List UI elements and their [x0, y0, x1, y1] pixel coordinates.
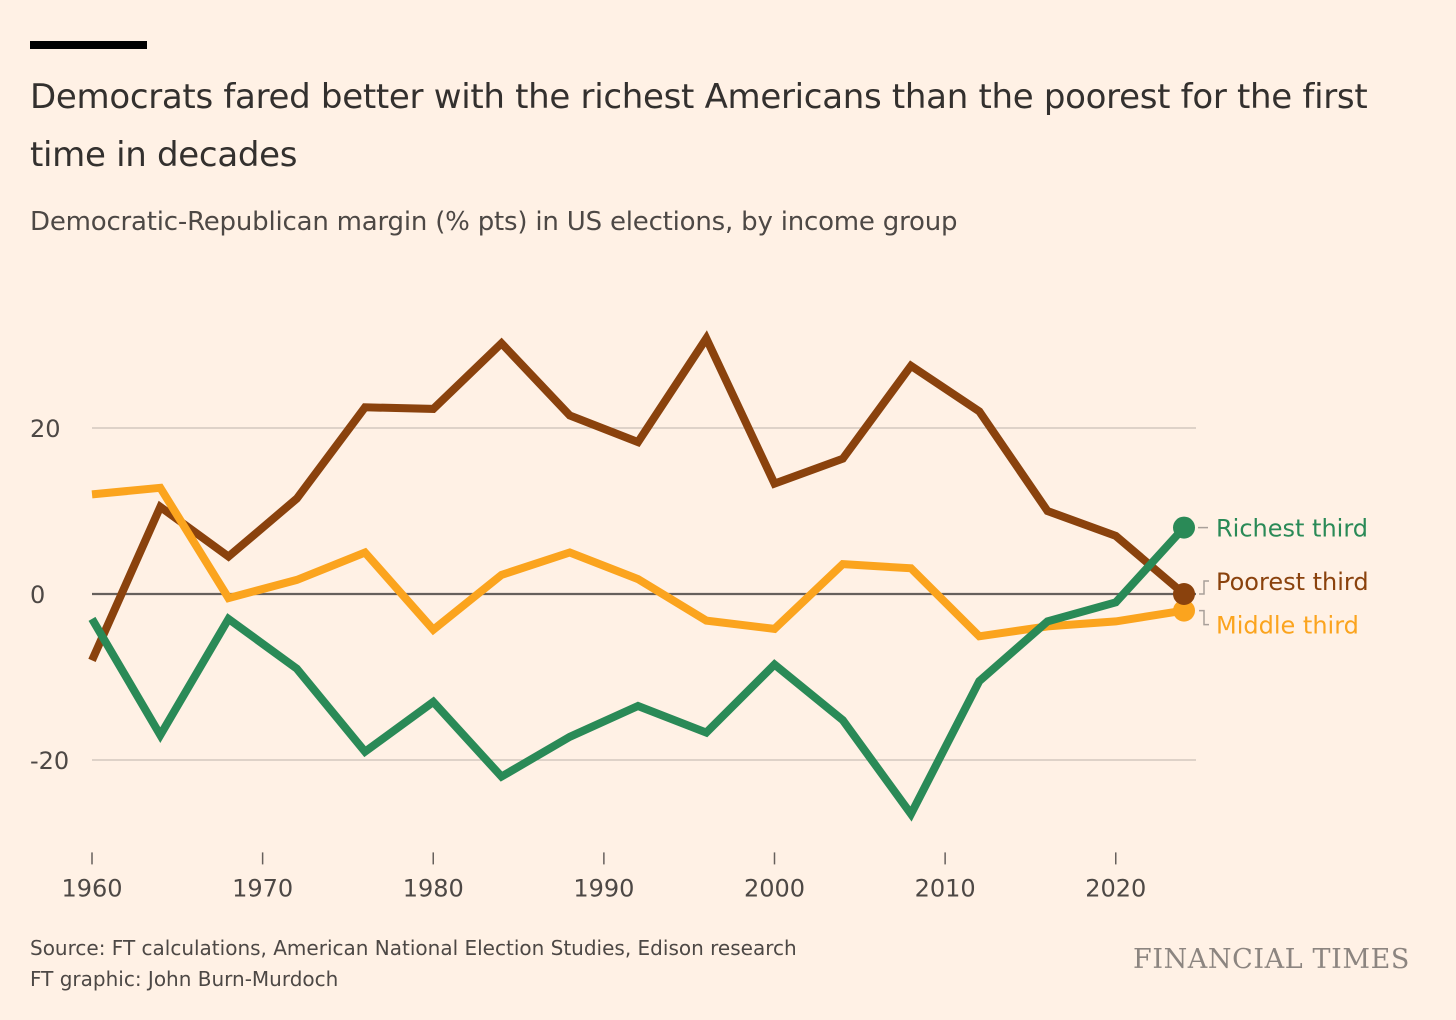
richest-third-label: Richest third	[1216, 515, 1368, 543]
richest-third-end-marker	[1173, 516, 1195, 539]
poorest-third-end-marker	[1173, 583, 1195, 605]
middle-third-line	[91, 483, 1185, 641]
chart-subtitle: Democratic-Republican margin (% pts) in …	[30, 207, 958, 237]
middle-third-label: Middle third	[1216, 612, 1359, 640]
middle-third-end-marker	[1173, 599, 1195, 622]
poorest-third-label-connector	[1199, 580, 1209, 595]
poorest-third-label: Poorest third	[1216, 568, 1369, 596]
y-tick-label-20: 20	[30, 415, 61, 443]
line-chart: 20 0 -20 1960 1970 1980 1990 2000 2010 2020 Poore…	[30, 330, 1369, 902]
source-note: Source: FT calculations, American Nation…	[30, 936, 797, 960]
y-tick-label--20: -20	[30, 747, 69, 775]
x-tick-label-2010: 2010	[915, 874, 976, 902]
series-lines	[88, 330, 1195, 822]
middle-third-label-connector	[1199, 609, 1209, 626]
x-tick-label-2020: 2020	[1085, 874, 1146, 902]
richest-third-line	[88, 524, 1187, 822]
x-tick-label-1970: 1970	[232, 874, 293, 902]
axes: 20 0 -20 1960 1970 1980 1990 2000 2010 2020	[30, 415, 1146, 902]
x-tick-label-2000: 2000	[744, 874, 805, 902]
end-labels: Poorest third Middle third Richest third	[1198, 515, 1369, 640]
x-tick-label-1990: 1990	[573, 874, 634, 902]
x-tick-label-1980: 1980	[403, 874, 464, 902]
chart-title: Democrats fared better with the richest …	[30, 77, 1368, 175]
financial-times-logo: FINANCIAL TIMES	[1132, 944, 1410, 975]
x-tick-label-1960: 1960	[61, 874, 122, 902]
ft-brand-bar	[30, 41, 147, 49]
chart-footer: Source: FT calculations, American Nation…	[30, 933, 797, 995]
poorest-third-line	[88, 330, 1187, 663]
y-tick-label-0: 0	[30, 581, 45, 609]
graphic-credit: FT graphic: John Burn-Murdoch	[30, 967, 339, 991]
